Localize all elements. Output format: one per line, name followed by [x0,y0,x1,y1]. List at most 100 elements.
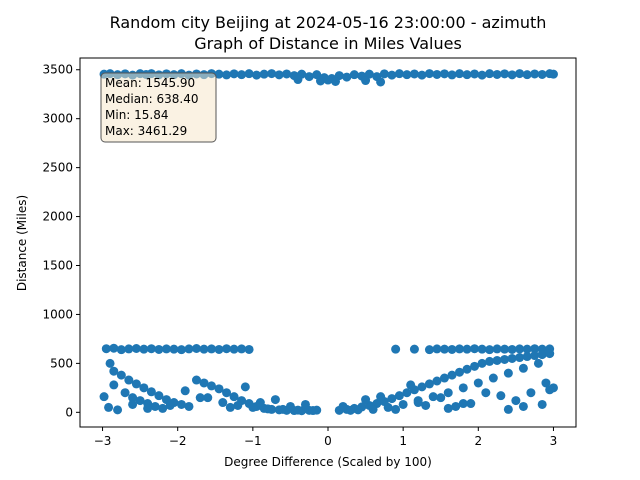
y-tick-label: 500 [50,356,73,370]
data-point [477,344,487,354]
data-point [421,400,431,410]
data-point [500,344,510,354]
data-point [169,344,179,354]
data-point [180,386,190,396]
data-point [199,344,209,354]
x-tick-label: 1 [399,434,407,448]
data-point [406,380,416,390]
y-tick-label: 1000 [42,307,73,321]
data-point [503,368,513,378]
data-point [436,393,446,403]
data-point [105,358,115,368]
data-point [331,76,341,86]
data-point [518,363,528,373]
data-point [394,391,404,401]
x-tick-label: −1 [244,434,262,448]
data-point [120,388,130,398]
data-point [485,69,495,79]
data-point [150,401,160,411]
data-point [485,356,495,366]
data-point [214,344,224,354]
data-point [473,378,483,388]
x-tick-label: 0 [324,434,332,448]
data-point [455,367,465,377]
data-point [522,344,532,354]
data-point [176,399,186,409]
data-point [116,370,126,380]
data-point [432,376,442,386]
data-point [507,353,517,363]
data-point [432,69,442,79]
data-point [541,378,551,388]
x-tick-label: 3 [550,434,558,448]
data-point [511,396,521,406]
data-point [124,375,134,385]
data-point [248,402,258,412]
data-point [293,405,303,415]
data-point [409,69,419,79]
y-tick-label: 0 [65,405,73,419]
data-point [128,393,138,403]
data-point [101,344,111,354]
data-point [361,76,371,86]
data-point [424,345,434,355]
data-point [304,72,314,82]
data-point [462,70,472,80]
data-point [240,382,250,392]
axis-ticks: −3 −2 −1 0 1 2 3 0 500 1000 1500 2000 2500 3000 3500 [42,63,557,448]
data-point [99,392,109,402]
data-point [515,344,525,354]
data-point [116,345,126,355]
data-point [139,383,149,393]
chart-title-line1: Random city Beijing at 2024-05-16 23:00:… [110,13,547,32]
data-point [530,351,540,361]
data-point [533,358,543,368]
data-point [109,343,119,353]
data-point [131,379,141,389]
data-point [470,344,480,354]
data-point [503,404,513,414]
data-point [222,388,232,398]
data-point [139,344,149,354]
plot-frame [79,57,577,428]
data-point [470,69,480,79]
x-tick-label: −2 [169,434,187,448]
data-point [184,401,194,411]
data-point [443,403,453,413]
data-point [203,393,213,403]
data-point [488,373,498,383]
data-point [391,344,401,354]
data-point [387,70,397,80]
data-point [128,399,138,409]
data-point [537,399,547,409]
data-point [387,394,397,404]
data-point [470,361,480,371]
data-point [485,345,495,355]
data-point [244,344,254,354]
data-point [515,353,525,363]
data-point [252,70,262,80]
stats-min: Min: 15.84 [105,108,169,122]
data-point [447,344,457,354]
data-point [158,403,168,413]
data-point [455,344,465,354]
data-point [233,400,243,410]
data-point [285,401,295,411]
data-point [413,398,423,408]
data-point [191,344,201,354]
data-point [515,69,525,79]
data-point [176,345,186,355]
data-point [417,70,427,80]
stats-max: Max: 3461.29 [105,124,187,138]
data-point [293,75,303,85]
data-point [447,370,457,380]
data-point [428,392,438,402]
data-point [537,350,547,360]
data-point [492,344,502,354]
data-point [379,69,389,79]
data-point [255,398,265,408]
data-point [530,344,540,354]
data-point [267,69,277,79]
data-point [492,69,502,79]
data-point [195,393,205,403]
